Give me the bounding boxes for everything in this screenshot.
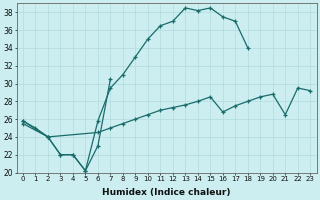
X-axis label: Humidex (Indice chaleur): Humidex (Indice chaleur) — [102, 188, 231, 197]
